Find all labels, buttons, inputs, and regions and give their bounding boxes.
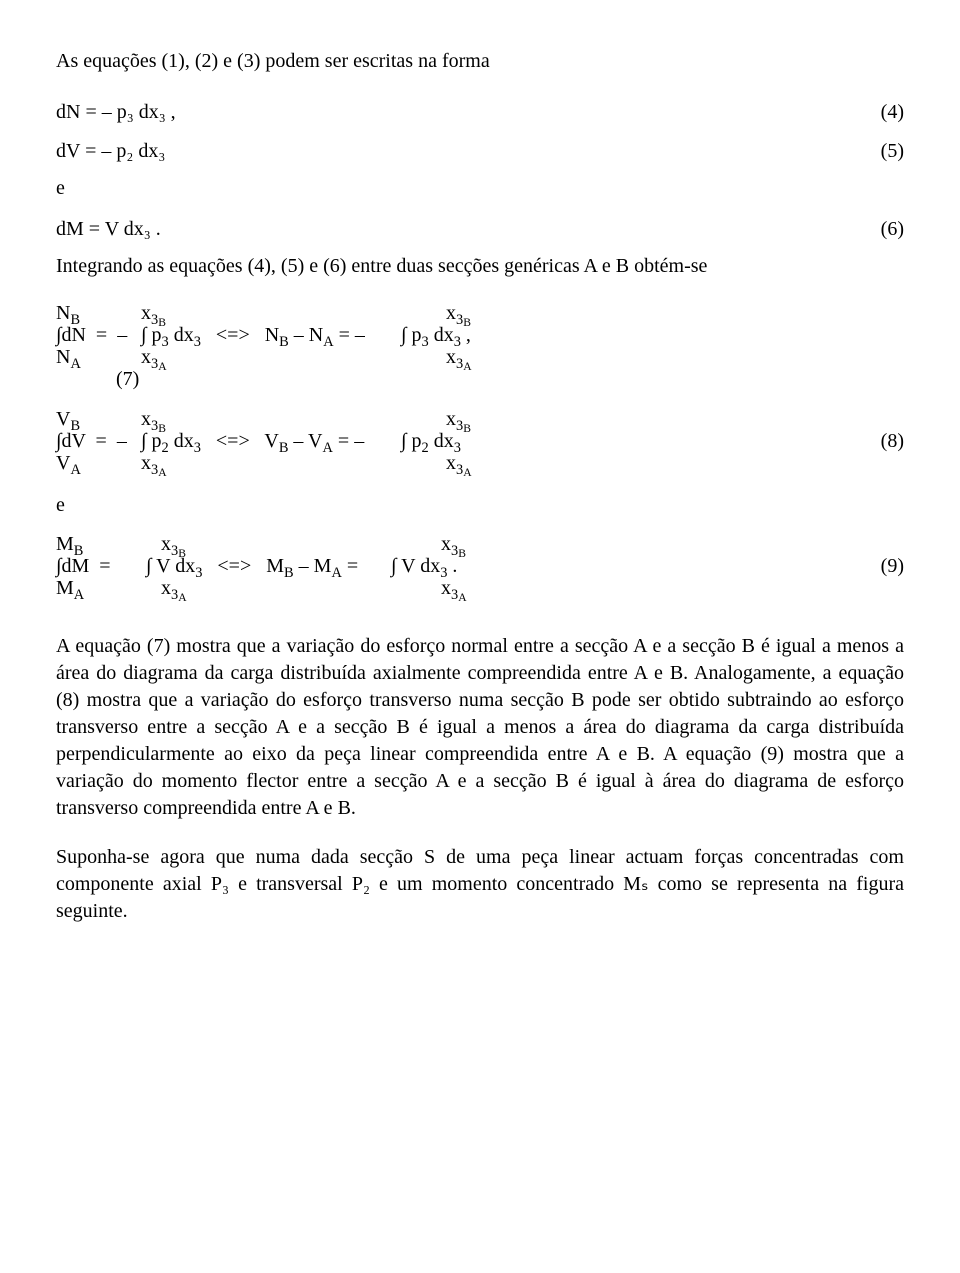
b8-bot-c1: VA xyxy=(56,452,126,474)
b7-mid-c3: ∫ p3 dx3 , xyxy=(386,324,854,346)
b8-top-c3: x3B xyxy=(386,408,854,430)
b7-bot-c1: NA xyxy=(56,346,126,368)
b7-top-c1: NB xyxy=(56,302,126,324)
equation-5: dV = – p₂ dx₃ (5) xyxy=(56,138,904,165)
b9-bot-c3: x3A xyxy=(386,577,854,599)
equation-block-9: MB x3B x3B ∫dM = ∫ V dx3 <=> MB – MA = ∫… xyxy=(56,533,904,599)
e-connector-2: e xyxy=(56,492,904,519)
intro-2: Integrando as equações (4), (5) e (6) en… xyxy=(56,253,904,280)
eq4-body: dN = – p₃ dx₃ , xyxy=(56,99,854,126)
eq4-number: (4) xyxy=(854,99,904,126)
b8-top-c2: x3B xyxy=(126,408,386,430)
b7-bot-c3: x3A xyxy=(386,346,854,368)
b9-top-c1: MB xyxy=(56,533,126,555)
b7-top-c2: x3B xyxy=(126,302,386,324)
equation-block-7: NB x3B x3B ∫dN = – ∫ p3 dx3 <=> NB – NA … xyxy=(56,302,904,390)
equation-6: dM = V dx₃ . (6) xyxy=(56,216,904,243)
b9-top-c2: x3B xyxy=(126,533,386,555)
equation-block-8: VB x3B x3B ∫dV = – ∫ p2 dx3 <=> VB – VA … xyxy=(56,408,904,474)
b8-mid-c3: ∫ p2 dx3 xyxy=(386,430,854,452)
b7-post: (7) xyxy=(56,368,139,390)
b9-mid-c1: ∫dM = xyxy=(56,555,126,577)
b8-top-c1: VB xyxy=(56,408,126,430)
b8-bot-c2: x3A xyxy=(126,452,386,474)
b7-mid-c1: ∫dN = – xyxy=(56,324,126,346)
b8-bot-c3: x3A xyxy=(386,452,854,474)
b9-mid-c3: ∫ V dx3 . xyxy=(386,555,854,577)
main-paragraph: A equação (7) mostra que a variação do e… xyxy=(56,633,904,822)
eq5-body: dV = – p₂ dx₃ xyxy=(56,138,854,165)
b9-bot-c2: x3A xyxy=(126,577,386,599)
b9-mid-c2: ∫ V dx3 <=> MB – MA = xyxy=(126,555,386,577)
b9-mid-num: (9) xyxy=(854,555,904,577)
b7-bot-c2: x3A xyxy=(126,346,386,368)
equation-4: dN = – p₃ dx₃ , (4) xyxy=(56,99,904,126)
b8-mid-num: (8) xyxy=(854,430,904,452)
eq6-body: dM = V dx₃ . xyxy=(56,216,854,243)
eq6-number: (6) xyxy=(854,216,904,243)
b9-bot-c1: MA xyxy=(56,577,126,599)
b9-top-c3: x3B xyxy=(386,533,854,555)
b7-top-c3: x3B xyxy=(386,302,854,324)
intro-text: As equações (1), (2) e (3) podem ser esc… xyxy=(56,48,904,75)
b8-mid-c1: ∫dV = – xyxy=(56,430,126,452)
e-connector-1: e xyxy=(56,175,904,202)
eq5-number: (5) xyxy=(854,138,904,165)
last-paragraph: Suponha-se agora que numa dada secção S … xyxy=(56,844,904,925)
